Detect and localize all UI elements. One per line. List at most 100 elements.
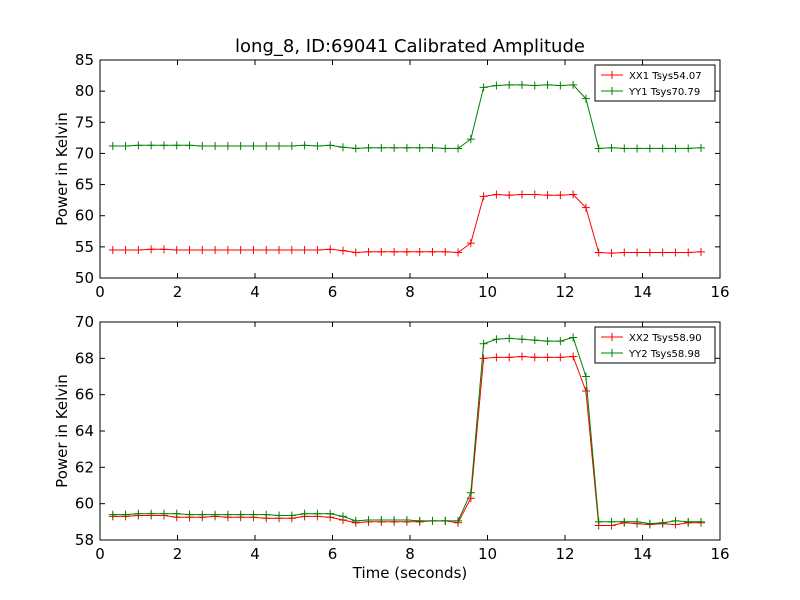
y-tick-label: 85: [75, 51, 94, 69]
data-point: [121, 510, 130, 519]
data-point: [338, 143, 347, 152]
y-tick-label: 58: [75, 531, 94, 549]
data-point: [326, 509, 335, 518]
data-point: [658, 248, 667, 257]
data-point: [287, 141, 296, 150]
data-point: [390, 247, 399, 256]
x-tick-label: 12: [555, 545, 574, 563]
y-axis-label: Power in Kelvin: [53, 374, 71, 488]
data-point: [671, 144, 680, 153]
data-point: [275, 141, 284, 150]
legend-label: XX2 Tsys58.90: [629, 333, 702, 344]
data-point: [147, 509, 156, 518]
x-tick-label: 0: [95, 283, 105, 301]
data-point: [671, 248, 680, 257]
data-point: [569, 333, 578, 342]
data-point: [287, 245, 296, 254]
data-point: [492, 81, 501, 90]
data-point: [569, 80, 578, 89]
data-point: [505, 191, 514, 200]
data-point: [633, 144, 642, 153]
data-point: [594, 517, 603, 526]
y-tick-label: 66: [75, 386, 94, 404]
data-point: [620, 517, 629, 526]
data-point: [338, 246, 347, 255]
x-tick-label: 8: [405, 545, 415, 563]
data-point: [326, 141, 335, 150]
data-point: [121, 141, 130, 150]
data-point: [556, 191, 565, 200]
data-point: [262, 510, 271, 519]
data-point: [530, 353, 539, 362]
data-point: [121, 245, 130, 254]
data-point: [198, 245, 207, 254]
y-axis-label: Power in Kelvin: [53, 112, 71, 226]
data-point: [697, 143, 706, 152]
data-point: [377, 516, 386, 525]
data-point: [159, 245, 168, 254]
legend-marker: [608, 333, 616, 341]
data-point: [505, 353, 514, 362]
data-point: [581, 203, 590, 212]
data-point: [594, 248, 603, 257]
data-point: [684, 248, 693, 257]
data-point: [620, 144, 629, 153]
x-tick-label: 10: [478, 545, 497, 563]
data-point: [645, 519, 654, 528]
data-point: [313, 141, 322, 150]
x-tick-label: 4: [250, 283, 260, 301]
data-point: [364, 143, 373, 152]
data-point: [581, 387, 590, 396]
data-point: [530, 190, 539, 199]
data-point: [607, 143, 616, 152]
data-point: [479, 339, 488, 348]
data-point: [236, 245, 245, 254]
legend-label: XX1 Tsys54.07: [629, 71, 702, 82]
data-point: [402, 516, 411, 525]
y-tick-label: 62: [75, 458, 94, 476]
x-tick-label: 8: [405, 283, 415, 301]
data-point: [415, 247, 424, 256]
data-point: [479, 192, 488, 201]
data-point: [236, 141, 245, 150]
data-point: [645, 144, 654, 153]
legend-marker: [608, 71, 616, 79]
data-point: [262, 141, 271, 150]
data-point: [428, 516, 437, 525]
data-point: [134, 509, 143, 518]
data-point: [594, 144, 603, 153]
chart-title: long_8, ID:69041 Calibrated Amplitude: [235, 36, 585, 57]
data-point: [671, 516, 680, 525]
legend-marker: [608, 87, 616, 95]
data-point: [505, 80, 514, 89]
data-point: [351, 516, 360, 525]
data-point: [556, 337, 565, 346]
x-axis-label: Time (seconds): [352, 564, 468, 582]
data-point: [185, 510, 194, 519]
data-point: [479, 354, 488, 363]
data-point: [275, 511, 284, 520]
data-point: [492, 335, 501, 344]
data-point: [543, 337, 552, 346]
data-point: [338, 512, 347, 521]
y-tick-label: 55: [75, 238, 94, 256]
data-point: [543, 353, 552, 362]
data-point: [364, 247, 373, 256]
data-point: [428, 247, 437, 256]
data-point: [172, 245, 181, 254]
y-tick-label: 68: [75, 349, 94, 367]
data-point: [633, 248, 642, 257]
data-point: [287, 511, 296, 520]
data-point: [223, 141, 232, 150]
data-point: [390, 516, 399, 525]
data-point: [517, 352, 526, 361]
data-point: [211, 245, 220, 254]
data-point: [441, 247, 450, 256]
data-point: [249, 245, 258, 254]
legend-box: [594, 326, 716, 364]
data-point: [185, 141, 194, 150]
data-point: [633, 517, 642, 526]
x-tick-label: 14: [633, 283, 652, 301]
data-point: [300, 245, 309, 254]
